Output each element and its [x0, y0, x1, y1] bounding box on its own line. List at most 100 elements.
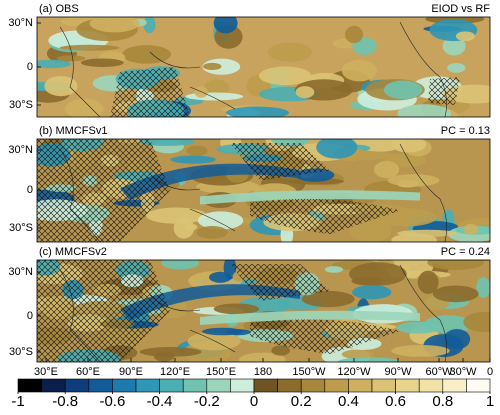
lat-label: 30°S [9, 346, 33, 358]
anomaly-patch [417, 270, 439, 294]
coastline [59, 264, 447, 362]
color-box [442, 378, 467, 393]
lon-label: 120°W [337, 366, 371, 378]
color-box [371, 378, 396, 393]
anomaly-patch [170, 155, 216, 164]
anomaly-patch [122, 45, 172, 64]
anomaly-patch [213, 17, 238, 34]
panel-label: (a) OBS [39, 3, 79, 15]
anomaly-patch [258, 66, 312, 86]
hatch-region [428, 77, 460, 105]
anomaly-patch [383, 80, 423, 100]
anomaly-patch [213, 303, 260, 315]
anomaly-patch [161, 260, 199, 270]
anomaly-patch [397, 229, 457, 237]
hatch-region [37, 139, 170, 242]
coastline [59, 21, 447, 117]
anomaly-patch [56, 55, 86, 62]
anomaly-patch [476, 277, 490, 298]
color-box [324, 378, 349, 393]
lon-label: 120°E [160, 366, 190, 378]
anomaly-patch [443, 328, 471, 350]
lon-label: 150°W [292, 366, 326, 378]
anomaly-patch [396, 321, 440, 334]
anomaly-patch [197, 211, 244, 230]
anomaly-patch [432, 285, 479, 303]
anomaly-patch [442, 36, 466, 56]
lon-label: 30°W [449, 366, 477, 378]
anomaly-patch [187, 331, 241, 351]
panel-note: PC = 0.24 [441, 246, 490, 258]
lat-label: 30°N [8, 266, 33, 278]
color-box [64, 378, 90, 393]
colorbar-label: -0.4 [147, 393, 173, 410]
colorbar-label: 0.4 [338, 393, 359, 410]
panel-note: PC = 0.13 [441, 125, 490, 137]
anomaly-patch [146, 207, 207, 224]
anomaly-patch [196, 225, 228, 239]
map-panel [37, 17, 490, 117]
anomaly-patch [427, 260, 484, 270]
anomaly-patch [80, 58, 124, 67]
color-box [300, 378, 326, 393]
hatch-region [230, 264, 330, 301]
color-box [466, 378, 491, 393]
panel-note: EIOD vs RF [431, 3, 490, 15]
colorbar-label: 0.2 [291, 393, 312, 410]
color-box [17, 378, 42, 393]
panel-label: (c) MMCFSv2 [39, 246, 107, 258]
color-box [182, 378, 208, 393]
anomaly-patch [271, 345, 291, 356]
color-box [418, 378, 444, 393]
anomaly-patch [344, 25, 364, 44]
anomaly-patch [352, 285, 392, 300]
lon-label: 60°W [425, 366, 453, 378]
anomaly-patch [337, 357, 402, 362]
lat-label: 0 [27, 184, 33, 196]
hatch-region [250, 319, 400, 354]
anomaly-patch [397, 104, 452, 117]
anomaly-patch [447, 62, 466, 73]
lat-label: 30°S [9, 222, 33, 234]
lat-label: 30°N [8, 144, 33, 156]
anomaly-patch [89, 17, 140, 33]
color-box [41, 378, 66, 393]
anomaly-patch [301, 290, 355, 308]
anomaly-patch [226, 106, 289, 117]
anomaly-patch [201, 327, 243, 336]
color-box [253, 378, 278, 393]
lon-label: 30°E [34, 366, 58, 378]
hatch-region [250, 198, 400, 234]
coastline [59, 143, 447, 242]
anomaly-patch [59, 44, 120, 51]
anomaly-patch [295, 86, 315, 99]
color-box [395, 378, 420, 393]
anomaly-patch [373, 161, 400, 179]
anomaly-patch [349, 262, 407, 286]
lat-label: 0 [27, 310, 33, 322]
colorbar-label: -1 [11, 393, 24, 410]
lat-label: 0 [27, 61, 33, 73]
anomaly-patch [463, 223, 479, 235]
map-frame [36, 259, 491, 363]
hatch-region [230, 143, 330, 181]
lon-label: 90°E [119, 366, 143, 378]
anomaly-patch [204, 79, 230, 97]
anomaly-patch [194, 86, 208, 98]
colorbar-label: 0.8 [432, 393, 453, 410]
anomaly-patch [391, 139, 427, 153]
anomaly-patch [143, 17, 156, 34]
lat-label: 30°N [8, 17, 33, 29]
anomaly-patch [349, 219, 392, 242]
anomaly-patch [463, 311, 490, 333]
hatch-region [110, 67, 190, 117]
map-panel [37, 260, 490, 362]
anomaly-patch [341, 349, 375, 360]
anomaly-patch [316, 139, 358, 159]
color-box [206, 378, 231, 393]
anomaly-patch [65, 98, 104, 117]
colorbar-label: 1 [486, 393, 494, 410]
anomaly-patch [267, 42, 313, 62]
anomaly-patch [341, 59, 377, 82]
